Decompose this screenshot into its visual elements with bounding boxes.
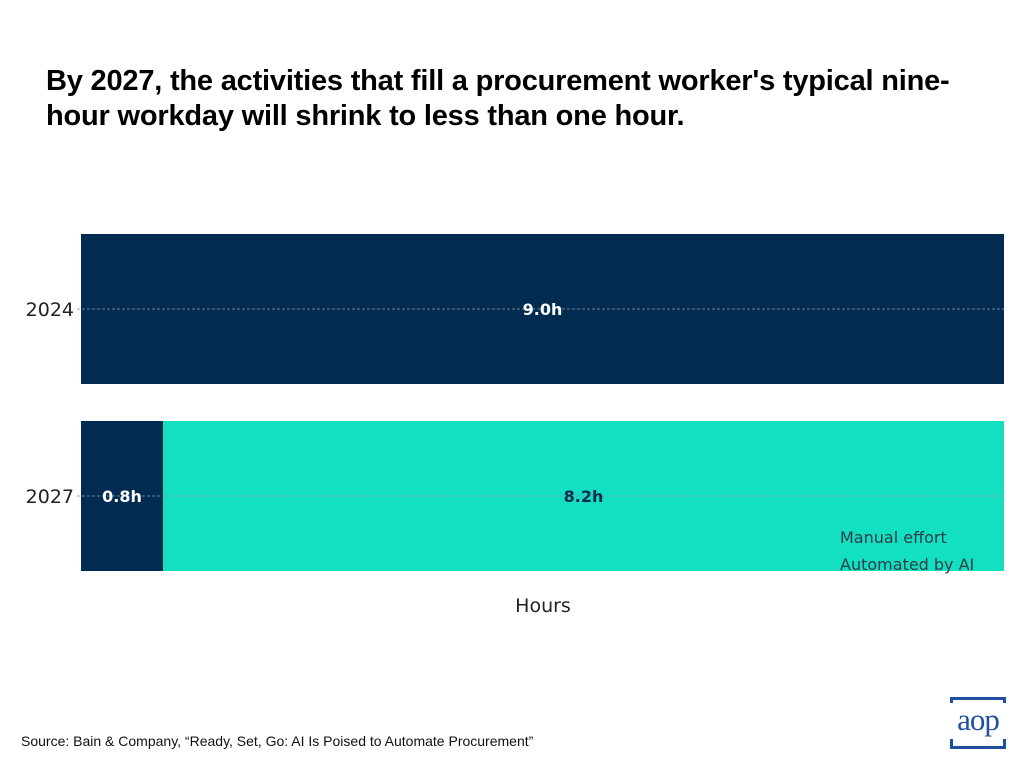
data-label-2027-automated-by-ai: 8.2h [564, 487, 604, 506]
y-tick-label-2024: 2024 [26, 299, 74, 321]
bars-layer [81, 234, 1005, 571]
legend: Manual effort Automated by AI [840, 528, 974, 574]
y-tick-label-2027: 2027 [26, 486, 74, 508]
data-label-2024-manual-effort: 9.0h [523, 300, 563, 319]
legend-entry-manual-effort: Manual effort [840, 528, 947, 547]
logo-bracket-bottom [950, 739, 1006, 749]
logo-text: aop [950, 703, 1006, 737]
x-axis-label: Hours [515, 595, 571, 617]
labels-layer: 9.0h 0.8h 8.2h [102, 300, 603, 506]
aop-logo: aop [950, 697, 1006, 749]
grid-layer [77, 308, 1004, 497]
chart-title: By 2027, the activities that fill a proc… [46, 65, 950, 132]
y-tick-layer: 2024 2027 [26, 299, 74, 508]
legend-entry-automated-by-ai: Automated by AI [840, 555, 974, 574]
data-label-2027-manual-effort: 0.8h [102, 487, 142, 506]
source-note: Source: Bain & Company, “Ready, Set, Go:… [21, 733, 534, 749]
